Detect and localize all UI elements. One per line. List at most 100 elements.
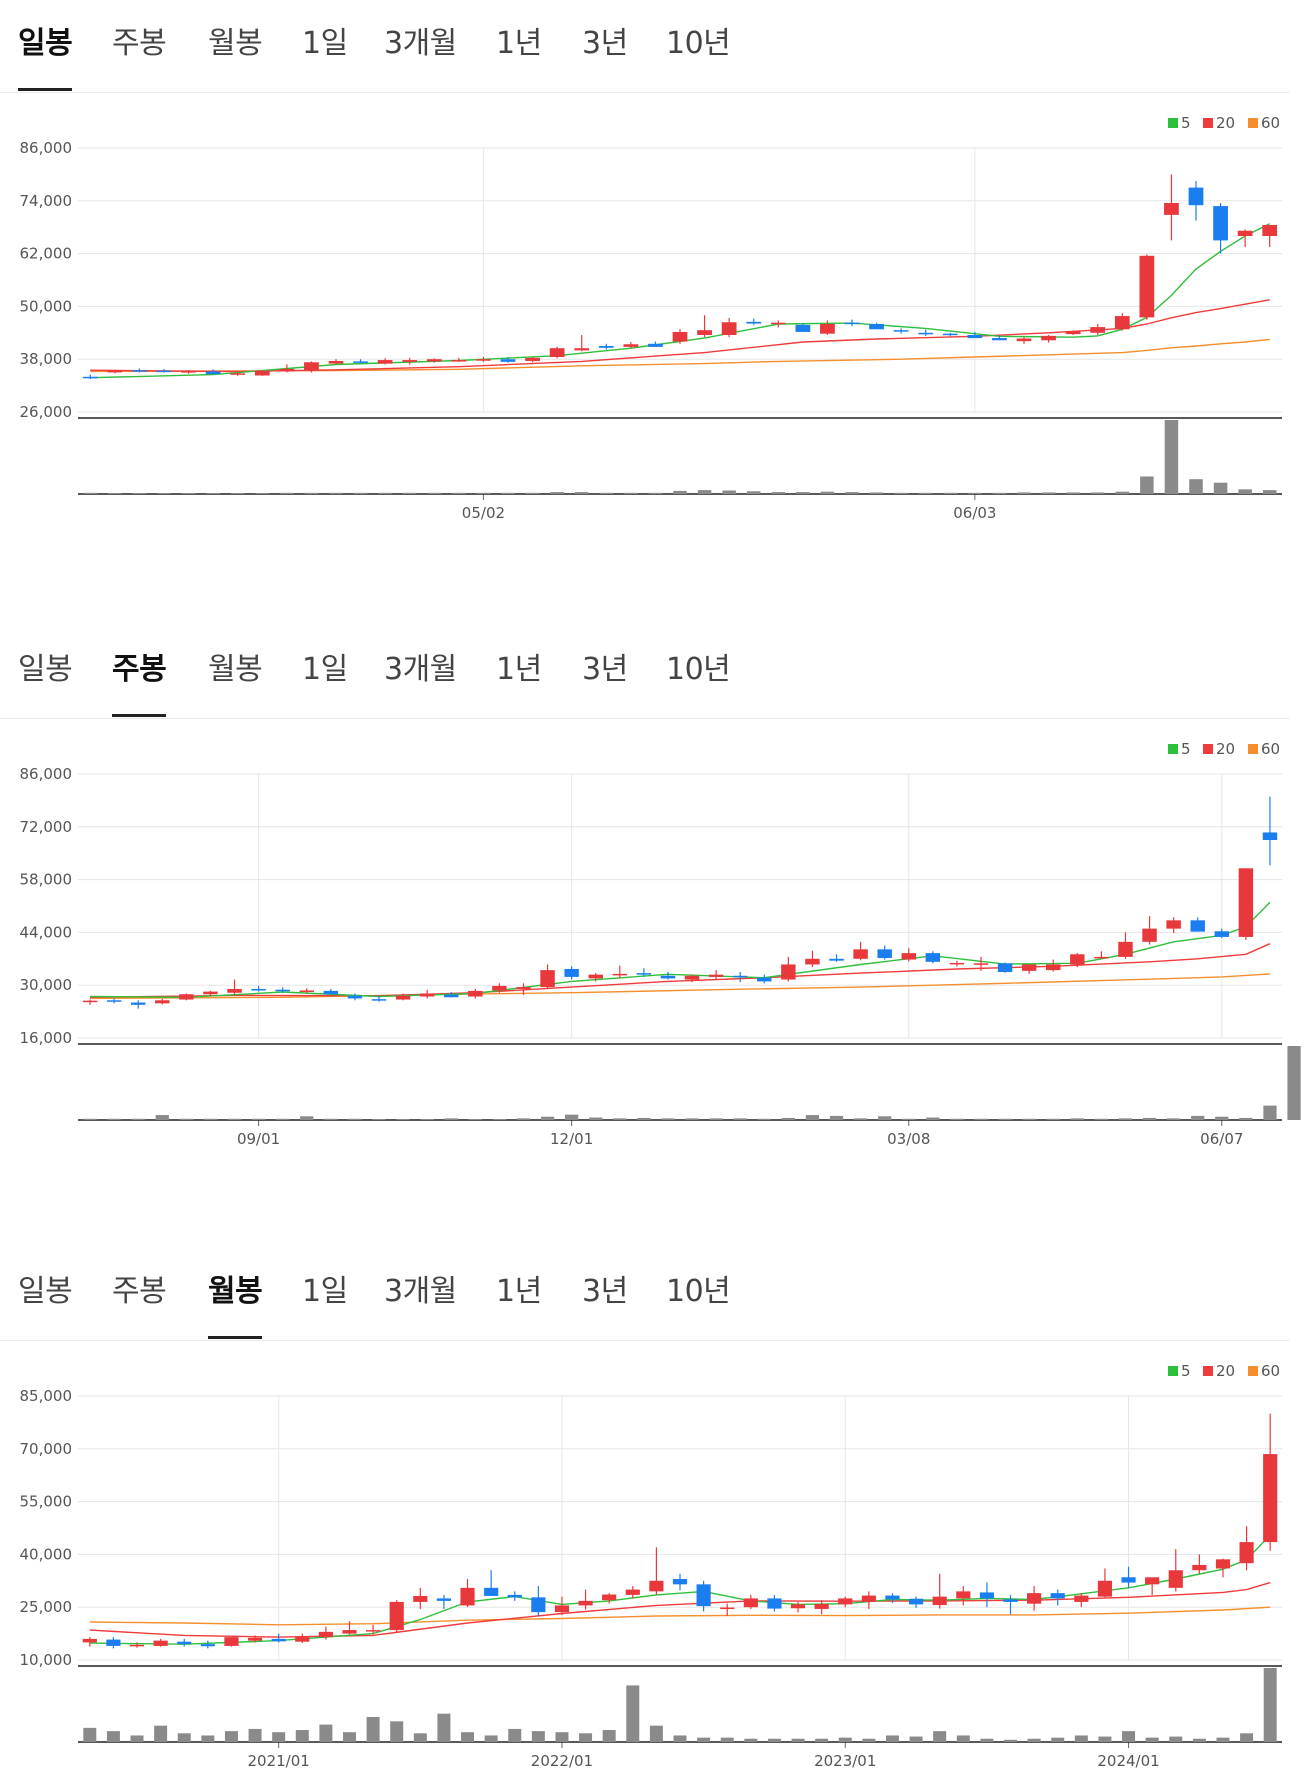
candle [1188,181,1204,221]
tab-5[interactable]: 1년 [496,26,542,61]
candle [1262,225,1278,247]
volume-bar [579,1733,593,1742]
volume-bar [709,1118,723,1120]
candle-body [732,975,748,978]
tab-5[interactable]: 1년 [496,1274,542,1309]
candlestick-chart: 5 20 60 86,000 74,000 62,000 50,000 38,000 26,00… [20,114,1282,522]
volume-bar [918,492,933,494]
volume-bar [1070,1118,1084,1120]
candle-body [402,360,418,362]
candle-body [251,988,266,991]
candle-body [507,1594,522,1598]
volume-bar [1262,490,1277,494]
tab-3[interactable]: 1일 [302,26,348,61]
candle [507,1591,522,1601]
candle-body [781,964,796,980]
tab-6[interactable]: 3년 [582,1274,628,1309]
tab-7[interactable]: 10년 [666,652,731,687]
candle-body [1074,1595,1089,1602]
tab-0[interactable]: 일봉 [18,26,73,61]
candle-body [1213,206,1228,241]
candle [419,989,435,999]
volume-bar [348,1118,362,1120]
tab-2[interactable]: 월봉 [208,26,263,61]
x-tick-label: 09/01 [237,1130,280,1148]
tab-0[interactable]: 일봉 [18,1274,73,1309]
volume-bar [589,1117,603,1120]
candle [395,993,411,1001]
y-tick-label: 26,000 [20,403,73,421]
tab-6[interactable]: 3년 [582,652,628,687]
tab-7[interactable]: 10년 [666,26,731,61]
candle-body [130,1002,146,1005]
x-tick-label: 2024/01 [1097,1752,1159,1770]
volume-bar [1238,489,1252,494]
candle-body [743,1598,758,1608]
candle [1090,324,1106,335]
candle [203,990,218,997]
candle [697,315,712,338]
x-tick-label: 12/01 [550,1130,593,1148]
y-tick-label: 16,000 [20,1029,73,1047]
tab-2[interactable]: 월봉 [208,1274,263,1309]
tab-7[interactable]: 10년 [666,1274,731,1309]
candle [1041,335,1056,343]
candle-body [500,359,516,362]
volume-bar [1051,1737,1065,1742]
candle [820,320,835,335]
candle [271,1633,286,1643]
candle-body [153,1640,168,1646]
volume-bar [224,1731,238,1742]
legend-label-1: 20 [1216,1362,1235,1380]
candle [304,361,319,373]
tab-4[interactable]: 3개월 [384,1274,457,1309]
legend-label-2: 60 [1261,114,1280,132]
candle [500,357,516,363]
tab-6[interactable]: 3년 [582,26,628,61]
ma60-line [90,338,1270,373]
candle [371,995,387,1002]
volume-bar [1142,1117,1157,1120]
volume-bar [329,492,343,494]
x-tick-label: 03/08 [887,1130,930,1148]
moving-averages [90,223,1271,379]
tab-2[interactable]: 월봉 [208,652,263,687]
tab-4[interactable]: 3개월 [384,652,457,687]
tab-1[interactable]: 주봉 [112,652,167,687]
tab-1[interactable]: 주봉 [112,26,167,61]
tab-1[interactable]: 주봉 [112,1274,167,1309]
candle-body [997,963,1013,972]
candle [925,951,941,964]
volume-bar [950,1118,964,1120]
tab-3[interactable]: 1일 [302,652,348,687]
candle [564,966,579,980]
candle [251,985,266,992]
volume-bar [909,1736,923,1742]
x-tick-label: 06/03 [953,504,996,522]
candle-body [275,989,290,992]
volume-bar [820,491,835,494]
candle [484,1570,499,1596]
candle-body [156,370,172,373]
candle [247,1635,263,1643]
candle-body [106,1639,121,1646]
candle-body [708,974,724,977]
candle [684,974,700,983]
volume-bar [157,493,171,494]
candle-body [531,1597,546,1613]
candle [156,368,172,373]
tab-5[interactable]: 1년 [496,652,542,687]
candles [82,174,1278,379]
tab-0[interactable]: 일봉 [18,652,73,687]
candle [1027,1586,1042,1611]
candle [844,319,860,327]
candle-body [956,1591,971,1599]
tab-4[interactable]: 3개월 [384,26,457,61]
candle-body [901,953,916,960]
candle [227,979,242,995]
tab-3[interactable]: 1일 [302,1274,348,1309]
candle-body [299,990,314,992]
legend-label-0: 5 [1181,1362,1191,1380]
candle [869,322,884,330]
volume-bar [1263,1668,1277,1742]
